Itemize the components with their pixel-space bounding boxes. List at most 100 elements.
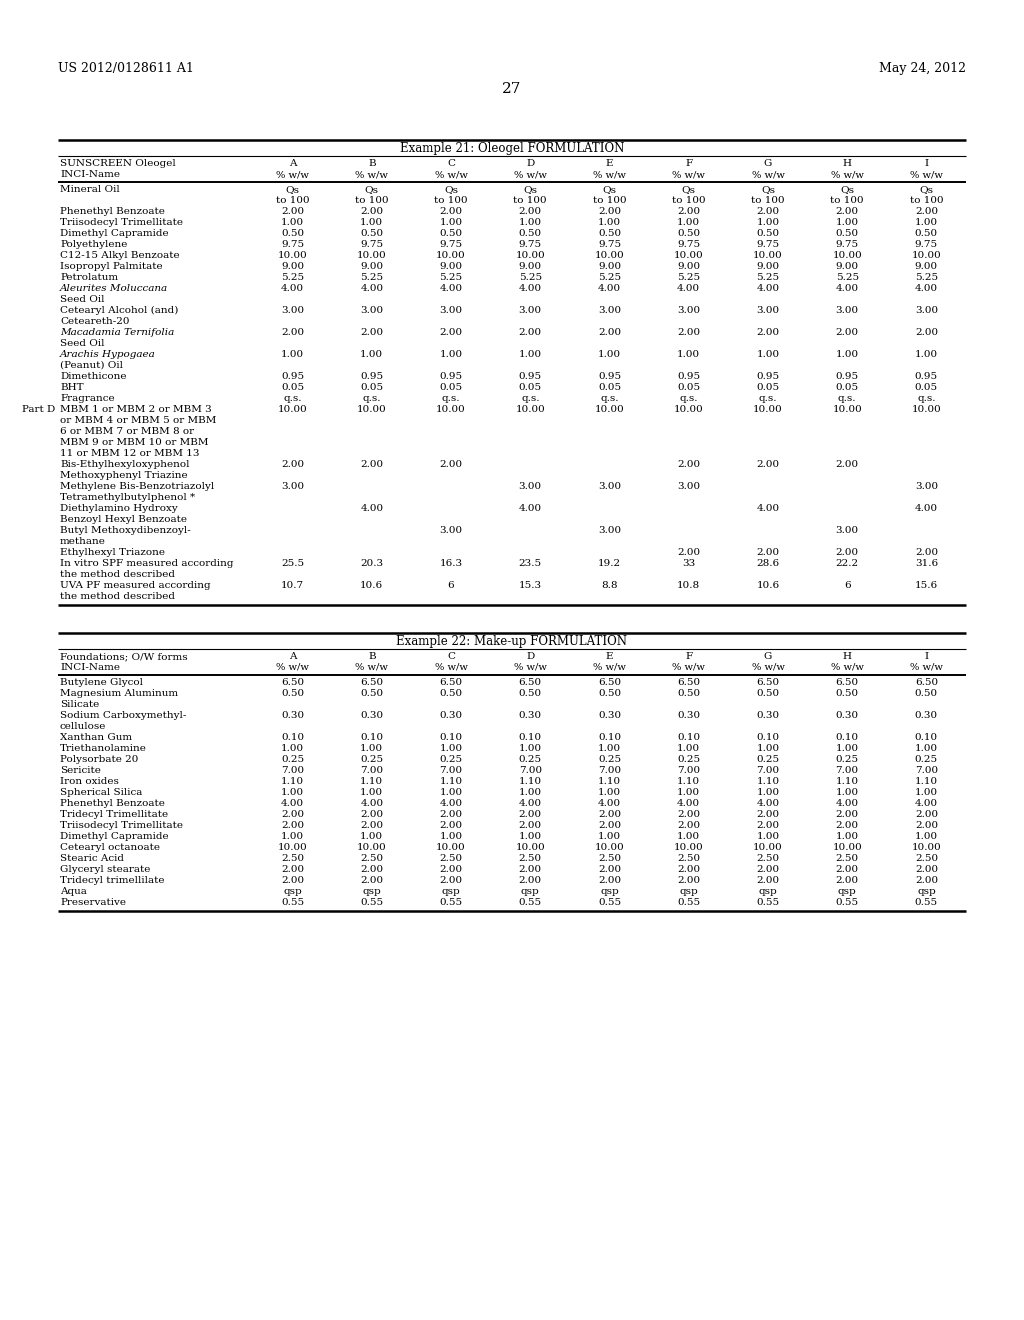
Text: 2.00: 2.00 — [281, 459, 304, 469]
Text: 2.00: 2.00 — [360, 865, 383, 874]
Text: US 2012/0128611 A1: US 2012/0128611 A1 — [58, 62, 194, 75]
Text: 9.00: 9.00 — [519, 261, 542, 271]
Text: % w/w: % w/w — [434, 170, 468, 180]
Text: 3.00: 3.00 — [598, 482, 622, 491]
Text: 6 or MBM 7 or MBM 8 or: 6 or MBM 7 or MBM 8 or — [60, 426, 195, 436]
Text: 9.00: 9.00 — [439, 261, 463, 271]
Text: 6.50: 6.50 — [914, 678, 938, 686]
Text: 2.00: 2.00 — [677, 810, 700, 818]
Text: to 100: to 100 — [752, 195, 784, 205]
Text: 4.00: 4.00 — [281, 799, 304, 808]
Text: 6: 6 — [844, 581, 851, 590]
Text: SUNSCREEN Oleogel: SUNSCREEN Oleogel — [60, 158, 176, 168]
Text: F: F — [685, 652, 692, 661]
Text: 0.50: 0.50 — [836, 689, 859, 698]
Text: 1.00: 1.00 — [439, 788, 463, 797]
Text: 4.00: 4.00 — [519, 799, 542, 808]
Text: Qs: Qs — [920, 185, 934, 194]
Text: 2.00: 2.00 — [757, 207, 779, 216]
Text: qsp: qsp — [441, 887, 461, 896]
Text: 1.00: 1.00 — [598, 832, 622, 841]
Text: % w/w: % w/w — [673, 170, 706, 180]
Text: 4.00: 4.00 — [757, 504, 779, 513]
Text: 2.00: 2.00 — [836, 459, 859, 469]
Text: Tetramethylbutylphenol *: Tetramethylbutylphenol * — [60, 492, 196, 502]
Text: Polysorbate 20: Polysorbate 20 — [60, 755, 138, 764]
Text: Macadamia Ternifolia: Macadamia Ternifolia — [60, 327, 174, 337]
Text: 6.50: 6.50 — [836, 678, 859, 686]
Text: the method described: the method described — [60, 591, 175, 601]
Text: 2.00: 2.00 — [439, 821, 463, 830]
Text: 2.00: 2.00 — [757, 548, 779, 557]
Text: % w/w: % w/w — [355, 170, 388, 180]
Text: 1.00: 1.00 — [757, 350, 779, 359]
Text: 10.7: 10.7 — [281, 581, 304, 590]
Text: 0.30: 0.30 — [598, 711, 622, 719]
Text: Ceteareth-20: Ceteareth-20 — [60, 317, 129, 326]
Text: 2.00: 2.00 — [281, 810, 304, 818]
Text: Sericite: Sericite — [60, 766, 101, 775]
Text: Tridecyl trimellilate: Tridecyl trimellilate — [60, 876, 165, 884]
Text: G: G — [764, 158, 772, 168]
Text: 8.8: 8.8 — [601, 581, 617, 590]
Text: 2.00: 2.00 — [281, 876, 304, 884]
Text: 0.10: 0.10 — [598, 733, 622, 742]
Text: 2.00: 2.00 — [598, 810, 622, 818]
Text: 0.95: 0.95 — [598, 372, 622, 381]
Text: Ethylhexyl Triazone: Ethylhexyl Triazone — [60, 548, 165, 557]
Text: 10.00: 10.00 — [357, 405, 387, 414]
Text: 7.00: 7.00 — [757, 766, 779, 775]
Text: 7.00: 7.00 — [519, 766, 542, 775]
Text: INCI-Name: INCI-Name — [60, 170, 120, 180]
Text: 2.00: 2.00 — [914, 810, 938, 818]
Text: 0.30: 0.30 — [519, 711, 542, 719]
Text: 10.00: 10.00 — [833, 843, 862, 851]
Text: 1.00: 1.00 — [836, 788, 859, 797]
Text: 0.30: 0.30 — [439, 711, 463, 719]
Text: Stearic Acid: Stearic Acid — [60, 854, 124, 863]
Text: 0.30: 0.30 — [281, 711, 304, 719]
Text: 6.50: 6.50 — [519, 678, 542, 686]
Text: 2.00: 2.00 — [757, 876, 779, 884]
Text: 9.00: 9.00 — [281, 261, 304, 271]
Text: 5.25: 5.25 — [836, 273, 859, 282]
Text: 0.50: 0.50 — [677, 689, 700, 698]
Text: 1.00: 1.00 — [281, 788, 304, 797]
Text: 10.00: 10.00 — [674, 405, 703, 414]
Text: 0.50: 0.50 — [836, 228, 859, 238]
Text: 0.05: 0.05 — [677, 383, 700, 392]
Text: 2.00: 2.00 — [914, 327, 938, 337]
Text: q.s.: q.s. — [600, 393, 618, 403]
Text: C: C — [447, 158, 455, 168]
Text: 2.00: 2.00 — [439, 876, 463, 884]
Text: 2.00: 2.00 — [836, 821, 859, 830]
Text: 0.05: 0.05 — [519, 383, 542, 392]
Text: 1.00: 1.00 — [281, 744, 304, 752]
Text: 0.30: 0.30 — [360, 711, 383, 719]
Text: Phenethyl Benzoate: Phenethyl Benzoate — [60, 799, 165, 808]
Text: 0.10: 0.10 — [757, 733, 779, 742]
Text: 2.00: 2.00 — [519, 810, 542, 818]
Text: 11 or MBM 12 or MBM 13: 11 or MBM 12 or MBM 13 — [60, 449, 200, 458]
Text: E: E — [606, 652, 613, 661]
Text: 0.95: 0.95 — [519, 372, 542, 381]
Text: 10.00: 10.00 — [278, 251, 307, 260]
Text: Aleurites Moluccana: Aleurites Moluccana — [60, 284, 168, 293]
Text: Qs: Qs — [682, 185, 695, 194]
Text: 2.00: 2.00 — [439, 810, 463, 818]
Text: 4.00: 4.00 — [360, 504, 383, 513]
Text: 9.00: 9.00 — [836, 261, 859, 271]
Text: 10.00: 10.00 — [515, 251, 545, 260]
Text: 2.00: 2.00 — [281, 865, 304, 874]
Text: 9.75: 9.75 — [677, 240, 700, 249]
Text: Benzoyl Hexyl Benzoate: Benzoyl Hexyl Benzoate — [60, 515, 187, 524]
Text: Qs: Qs — [444, 185, 458, 194]
Text: 1.00: 1.00 — [598, 218, 622, 227]
Text: 1.00: 1.00 — [519, 832, 542, 841]
Text: 0.25: 0.25 — [281, 755, 304, 764]
Text: 1.00: 1.00 — [598, 350, 622, 359]
Text: q.s.: q.s. — [362, 393, 381, 403]
Text: % w/w: % w/w — [910, 663, 943, 672]
Text: 2.00: 2.00 — [360, 821, 383, 830]
Text: 3.00: 3.00 — [914, 482, 938, 491]
